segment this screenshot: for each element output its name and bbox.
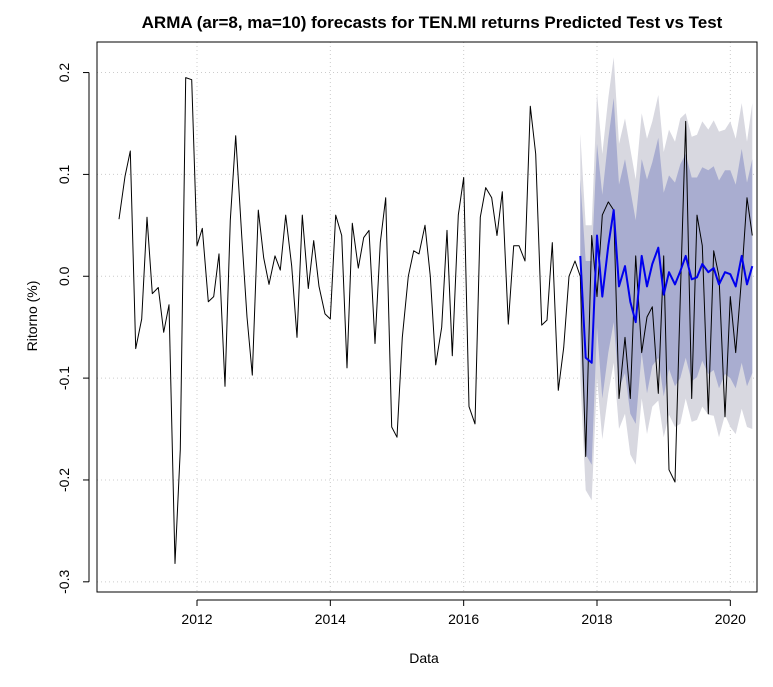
x-tick-label: 2018 (581, 611, 612, 627)
y-tick-label: 0.0 (56, 266, 72, 286)
y-tick-label: 0.1 (56, 164, 72, 184)
forecast-line (579, 209, 754, 364)
chart-title: ARMA (ar=8, ma=10) forecasts for TEN.MI … (142, 13, 723, 32)
plot-frame (96, 41, 758, 593)
plot-area (96, 41, 758, 593)
x-tick-label: 2016 (448, 611, 479, 627)
y-axis-label: Ritorno (%) (24, 281, 40, 352)
y-axis: -0.3 -0.2 -0.1 0.0 0.1 0.2 (56, 63, 90, 594)
x-axis: 2012 2014 2016 2018 2020 (181, 599, 746, 627)
x-tick-label: 2014 (315, 611, 346, 627)
y-tick-label: -0.3 (56, 570, 72, 594)
confidence-bands (580, 57, 753, 501)
x-axis-label: Data (409, 650, 439, 666)
x-tick-label: 2020 (715, 611, 746, 627)
y-tick-label: -0.1 (56, 366, 72, 390)
x-tick-label: 2012 (181, 611, 212, 627)
y-tick-label: -0.2 (56, 468, 72, 492)
y-tick-label: 0.2 (56, 63, 72, 83)
actual-line (118, 77, 753, 564)
series-lines (118, 77, 754, 564)
